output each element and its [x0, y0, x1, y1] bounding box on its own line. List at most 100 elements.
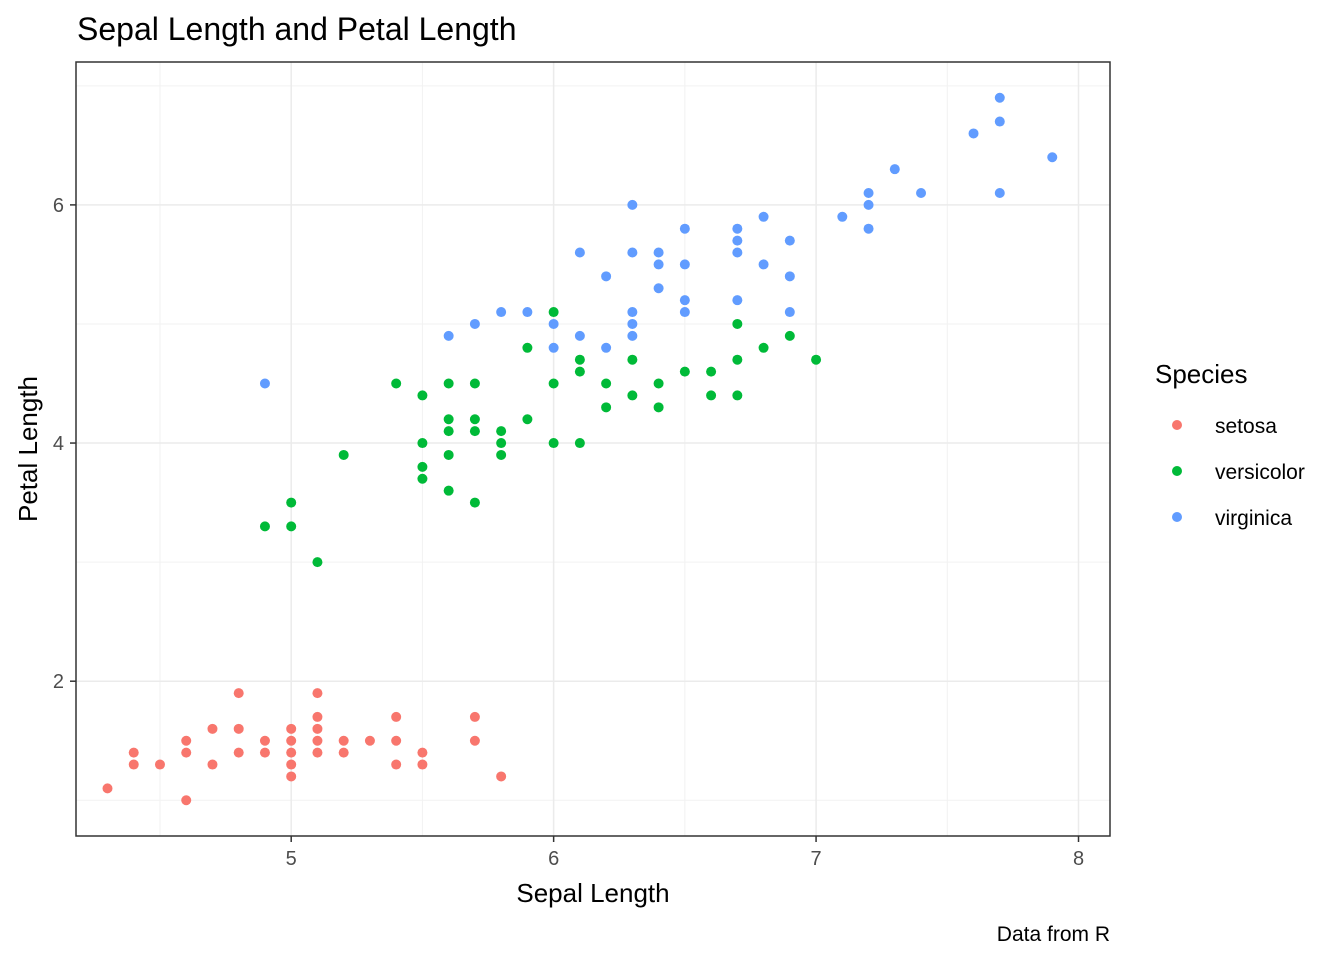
point-setosa [233, 747, 244, 758]
point-setosa [312, 688, 323, 699]
data-points [102, 92, 1058, 806]
legend-label-setosa: setosa [1215, 415, 1277, 438]
point-versicolor [469, 414, 480, 425]
point-versicolor [548, 438, 559, 449]
point-versicolor [732, 390, 743, 401]
point-virginica [574, 247, 585, 258]
point-setosa [102, 783, 113, 794]
legend-key-versicolor [1172, 466, 1182, 476]
point-versicolor [469, 426, 480, 437]
point-setosa [154, 759, 165, 770]
point-setosa [312, 723, 323, 734]
point-setosa [312, 735, 323, 746]
point-versicolor [706, 366, 717, 377]
legend-title: Species [1155, 359, 1248, 389]
point-versicolor [574, 366, 585, 377]
point-setosa [181, 747, 192, 758]
point-versicolor [312, 557, 323, 568]
point-virginica [732, 295, 743, 306]
point-versicolor [522, 342, 533, 353]
point-virginica [863, 187, 874, 198]
point-versicolor [286, 497, 297, 508]
point-setosa [181, 735, 192, 746]
x-axis-title: Sepal Length [516, 878, 669, 908]
point-versicolor [732, 354, 743, 365]
point-virginica [679, 307, 690, 318]
point-setosa [496, 771, 507, 782]
point-virginica [758, 211, 769, 222]
point-virginica [994, 116, 1005, 127]
point-setosa [391, 735, 402, 746]
point-virginica [863, 199, 874, 210]
point-virginica [889, 164, 900, 175]
point-virginica [679, 259, 690, 270]
point-virginica [548, 342, 559, 353]
point-versicolor [811, 354, 822, 365]
point-virginica [758, 259, 769, 270]
legend-label-virginica: virginica [1215, 507, 1292, 530]
point-versicolor [443, 426, 454, 437]
point-virginica [837, 211, 848, 222]
point-setosa [312, 747, 323, 758]
point-virginica [574, 330, 585, 341]
point-setosa [469, 735, 480, 746]
point-setosa [128, 759, 139, 770]
point-versicolor [443, 414, 454, 425]
x-tick-label: 7 [811, 848, 822, 870]
y-axis-title: Petal Length [13, 376, 43, 522]
point-versicolor [784, 330, 795, 341]
point-setosa [286, 747, 297, 758]
point-versicolor [627, 390, 638, 401]
point-virginica [732, 235, 743, 246]
point-versicolor [469, 497, 480, 508]
point-virginica [994, 187, 1005, 198]
point-versicolor [679, 366, 690, 377]
point-setosa [286, 735, 297, 746]
point-setosa [286, 759, 297, 770]
point-setosa [233, 688, 244, 699]
point-setosa [181, 795, 192, 806]
point-virginica [522, 307, 533, 318]
point-versicolor [627, 354, 638, 365]
point-virginica [679, 223, 690, 234]
point-setosa [391, 759, 402, 770]
point-virginica [627, 330, 638, 341]
legend-label-versicolor: versicolor [1215, 461, 1305, 484]
point-virginica [1047, 152, 1058, 163]
point-virginica [968, 128, 979, 139]
point-setosa [207, 723, 218, 734]
point-setosa [391, 711, 402, 722]
point-virginica [469, 318, 480, 329]
y-tick-label: 6 [53, 195, 64, 217]
point-virginica [653, 259, 664, 270]
point-versicolor [601, 402, 612, 413]
point-versicolor [574, 354, 585, 365]
point-virginica [732, 247, 743, 258]
point-setosa [259, 747, 270, 758]
point-setosa [233, 723, 244, 734]
caption: Data from R [997, 923, 1110, 946]
point-virginica [601, 271, 612, 282]
point-setosa [469, 711, 480, 722]
point-versicolor [417, 473, 428, 484]
point-virginica [443, 330, 454, 341]
chart-title: Sepal Length and Petal Length [77, 11, 516, 47]
y-tick-label: 2 [53, 671, 64, 693]
point-versicolor [496, 426, 507, 437]
point-setosa [128, 747, 139, 758]
point-virginica [627, 199, 638, 210]
point-versicolor [443, 378, 454, 389]
point-versicolor [496, 438, 507, 449]
point-versicolor [286, 521, 297, 532]
point-versicolor [391, 378, 402, 389]
point-virginica [784, 307, 795, 318]
point-virginica [994, 92, 1005, 103]
point-versicolor [417, 461, 428, 472]
point-setosa [207, 759, 218, 770]
point-versicolor [338, 449, 349, 460]
gridlines [76, 62, 1110, 836]
point-setosa [286, 723, 297, 734]
point-virginica [601, 342, 612, 353]
point-setosa [338, 747, 349, 758]
